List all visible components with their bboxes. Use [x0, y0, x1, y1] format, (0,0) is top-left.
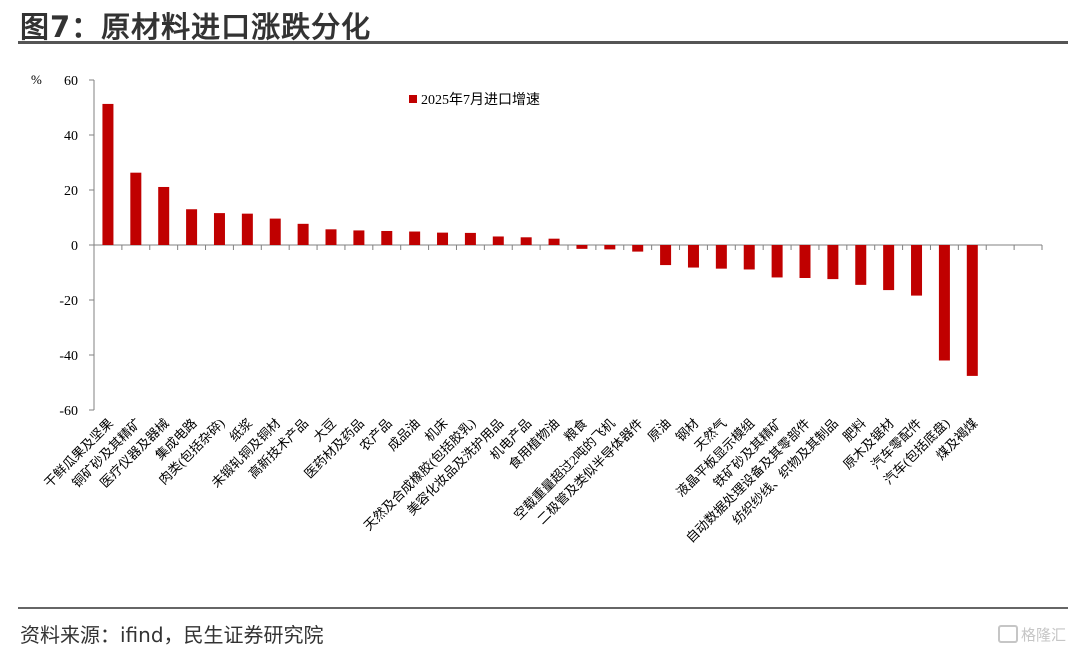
- y-tick-label: -40: [59, 349, 78, 364]
- watermark-text: 格隆汇: [1020, 626, 1066, 644]
- x-category-label: 原油: [645, 416, 674, 445]
- bar: [604, 245, 616, 250]
- y-tick-label: 0: [71, 239, 78, 254]
- bar: [966, 245, 978, 376]
- y-axis: 60 40 20 0 -20 -40 -60: [59, 74, 95, 419]
- bar-chart: 60 40 20 0 -20 -40 -60 干鲜瓜果及坚果铜矿砂及其精矿医疗仪器及器械集成…: [31, 72, 1043, 546]
- bar: [632, 245, 644, 252]
- watermark: 格隆汇: [997, 624, 1066, 645]
- bar: [687, 245, 699, 268]
- bar: [548, 238, 560, 245]
- footer-divider: [18, 607, 1068, 609]
- bar: [464, 232, 476, 245]
- bar: [799, 245, 811, 278]
- y-tick-label: -60: [59, 404, 78, 419]
- y-tick-label: 40: [64, 129, 78, 144]
- category-labels: 干鲜瓜果及坚果铜矿砂及其精矿医疗仪器及器械集成电路肉类(包括杂碎)纸浆未锻轧铜及…: [41, 416, 980, 546]
- bar: [409, 231, 421, 245]
- legend: 2025年7月进口增速: [409, 92, 540, 108]
- bars: [102, 103, 978, 376]
- bar: [381, 230, 393, 245]
- y-axis-unit: %: [31, 72, 42, 87]
- source-note: 资料来源：ifind，民生证券研究院: [20, 623, 324, 647]
- bar: [855, 245, 867, 285]
- bar: [715, 245, 727, 269]
- bar: [325, 229, 337, 245]
- y-tick-label: 60: [64, 74, 78, 89]
- legend-label: 2025年7月进口增速: [421, 92, 540, 108]
- bar: [241, 213, 253, 245]
- bar: [213, 213, 225, 245]
- bar: [938, 245, 950, 361]
- watermark-logo-icon: [997, 625, 1018, 643]
- page-title: 图7：原材料进口涨跌分化: [20, 10, 372, 44]
- bar: [186, 209, 198, 245]
- bar: [130, 172, 142, 245]
- y-tick-label: -20: [59, 294, 78, 309]
- bar: [158, 186, 170, 245]
- bar: [660, 245, 672, 266]
- x-category-label: 成品油: [385, 416, 423, 454]
- y-tick-label: 20: [64, 184, 78, 199]
- bar: [353, 230, 365, 245]
- bar: [520, 237, 532, 245]
- bar: [297, 223, 309, 245]
- bar: [576, 245, 588, 249]
- x-axis: [94, 244, 1043, 250]
- bar: [827, 245, 839, 280]
- bar: [771, 245, 783, 278]
- bar: [492, 236, 504, 245]
- bar: [911, 245, 923, 296]
- bar: [269, 218, 281, 245]
- bar: [437, 232, 449, 245]
- bar: [883, 245, 895, 291]
- legend-swatch: [409, 95, 417, 103]
- bar: [743, 245, 755, 270]
- title-divider: [18, 41, 1068, 44]
- bar: [102, 103, 114, 245]
